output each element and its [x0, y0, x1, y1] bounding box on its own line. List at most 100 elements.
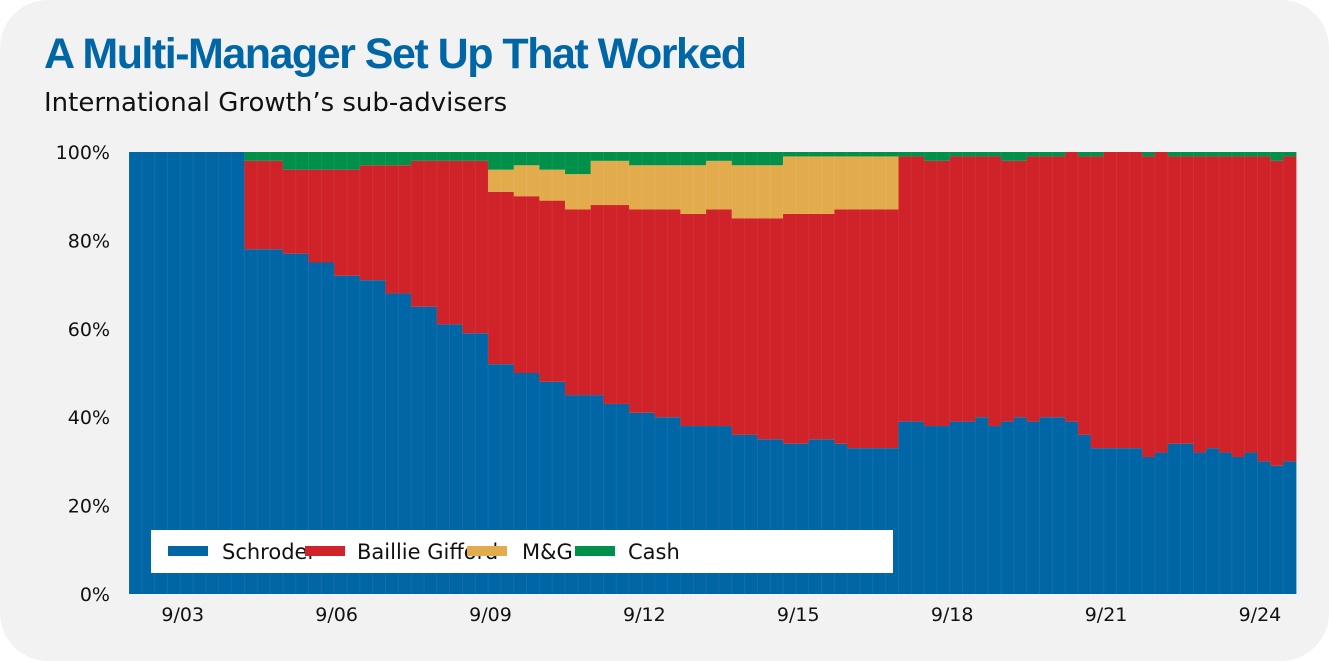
- bar-segment-baillie-gifford: [539, 200, 553, 382]
- bar-segment-schroder: [282, 253, 297, 594]
- bar-segment-cash: [398, 152, 412, 166]
- bar-segment-cash: [641, 152, 656, 166]
- bar-segment-m-g: [552, 169, 566, 201]
- bar-segment-baillie-gifford: [1167, 156, 1181, 444]
- bar-segment-baillie-gifford: [513, 196, 527, 373]
- bar-segment-schroder: [359, 280, 374, 594]
- bar-segment-baillie-gifford: [847, 209, 861, 449]
- bar-segment-cash: [359, 152, 374, 166]
- bar-segment-baillie-gifford: [1116, 152, 1130, 449]
- bar-segment-m-g: [847, 156, 861, 210]
- bar-segment-cash: [1077, 152, 1092, 157]
- bar-segment-baillie-gifford: [821, 213, 835, 440]
- legend-label: M&G: [522, 540, 573, 564]
- bar-segment-schroder: [193, 152, 207, 594]
- bar-segment-schroder: [911, 421, 925, 594]
- bar-segment-schroder: [1180, 443, 1194, 594]
- bar-segment-cash: [270, 152, 284, 161]
- bar-segment-m-g: [872, 156, 887, 210]
- bar-segment-m-g: [526, 165, 540, 197]
- bar-segment-cash: [924, 152, 938, 161]
- x-tick-label: 9/12: [623, 604, 666, 626]
- bar-segment-baillie-gifford: [295, 169, 309, 254]
- bar-segment-baillie-gifford: [1142, 156, 1156, 457]
- bar-segment-schroder: [218, 152, 232, 594]
- bar-segment-cash: [975, 152, 989, 157]
- bar-segment-m-g: [654, 165, 669, 210]
- legend-box: [151, 530, 893, 573]
- y-tick-label: 60%: [68, 319, 110, 341]
- bar-segment-baillie-gifford: [1283, 156, 1297, 462]
- bar-segment-cash: [731, 152, 745, 166]
- bar-segment-cash: [936, 152, 951, 161]
- bars-group: [128, 152, 1297, 595]
- bar-segment-schroder: [975, 417, 989, 594]
- chart-title: A Multi-Manager Set Up That Worked: [44, 30, 747, 78]
- bar-segment-baillie-gifford: [590, 205, 604, 396]
- bar-segment-schroder: [347, 275, 361, 594]
- bar-segment-baillie-gifford: [641, 209, 656, 413]
- bar-segment-baillie-gifford: [565, 209, 579, 396]
- bar-segment-baillie-gifford: [449, 160, 463, 325]
- bar-segment-baillie-gifford: [1244, 156, 1258, 453]
- bar-segment-cash: [334, 152, 348, 170]
- bar-segment-schroder: [231, 152, 245, 594]
- bar-segment-schroder: [244, 249, 258, 595]
- bar-segment-baillie-gifford: [1065, 152, 1079, 422]
- bar-segment-m-g: [513, 165, 527, 197]
- bar-segment-baillie-gifford: [872, 209, 887, 449]
- bar-segment-cash: [783, 152, 797, 157]
- bar-segment-schroder: [167, 152, 181, 594]
- bar-segment-schroder: [1167, 443, 1181, 594]
- bar-segment-baillie-gifford: [488, 191, 502, 365]
- bar-segment-schroder: [436, 324, 450, 594]
- bar-segment-m-g: [641, 165, 656, 210]
- bar-segment-m-g: [744, 165, 758, 219]
- bar-segment-schroder: [1270, 465, 1284, 594]
- bar-segment-baillie-gifford: [629, 209, 643, 413]
- bar-segment-m-g: [731, 165, 745, 219]
- bar-segment-baillie-gifford: [270, 160, 284, 250]
- bar-segment-m-g: [770, 165, 784, 219]
- bar-segment-schroder: [385, 293, 399, 594]
- bar-segment-schroder: [270, 249, 284, 595]
- bar-segment-baillie-gifford: [693, 213, 707, 427]
- bar-segment-schroder: [1090, 448, 1105, 594]
- bar-segment-baillie-gifford: [1231, 156, 1246, 457]
- bar-segment-cash: [1026, 152, 1040, 157]
- bar-segment-cash: [1013, 152, 1028, 161]
- bar-segment-cash: [552, 152, 566, 170]
- bar-segment-cash: [885, 152, 899, 157]
- bar-segment-cash: [821, 152, 835, 157]
- bar-segment-baillie-gifford: [898, 156, 912, 422]
- bar-segment-cash: [770, 152, 784, 166]
- bar-segment-cash: [808, 152, 822, 157]
- bar-segment-cash: [629, 152, 643, 166]
- bar-segment-cash: [321, 152, 335, 170]
- bar-segment-baillie-gifford: [372, 165, 386, 281]
- bar-segment-schroder: [449, 324, 463, 594]
- bar-segment-baillie-gifford: [975, 156, 989, 418]
- bar-segment-cash: [1167, 152, 1181, 157]
- bar-segment-schroder: [411, 306, 425, 594]
- bar-segment-baillie-gifford: [1013, 160, 1028, 418]
- bar-segment-baillie-gifford: [423, 160, 438, 307]
- bar-segment-schroder: [154, 152, 168, 594]
- bar-segment-baillie-gifford: [1090, 156, 1105, 449]
- bar-segment-schroder: [321, 262, 335, 594]
- bar-segment-schroder: [129, 152, 143, 594]
- bar-segment-cash: [859, 152, 874, 157]
- y-tick-label: 100%: [56, 142, 110, 164]
- bar-segment-baillie-gifford: [988, 156, 1002, 427]
- legend: Schroder Baillie Gifford M&G Cash: [151, 530, 893, 573]
- bar-segment-cash: [1001, 152, 1015, 161]
- legend-swatch-m-g: [467, 546, 507, 556]
- bar-segment-cash: [616, 152, 630, 161]
- bar-segment-m-g: [795, 156, 810, 214]
- x-tick-label: 9/15: [777, 604, 820, 626]
- bar-segment-cash: [539, 152, 553, 170]
- bar-segment-baillie-gifford: [1193, 156, 1207, 453]
- bar-segment-cash: [847, 152, 861, 157]
- bar-segment-baillie-gifford: [436, 160, 450, 325]
- bar-segment-baillie-gifford: [347, 169, 361, 276]
